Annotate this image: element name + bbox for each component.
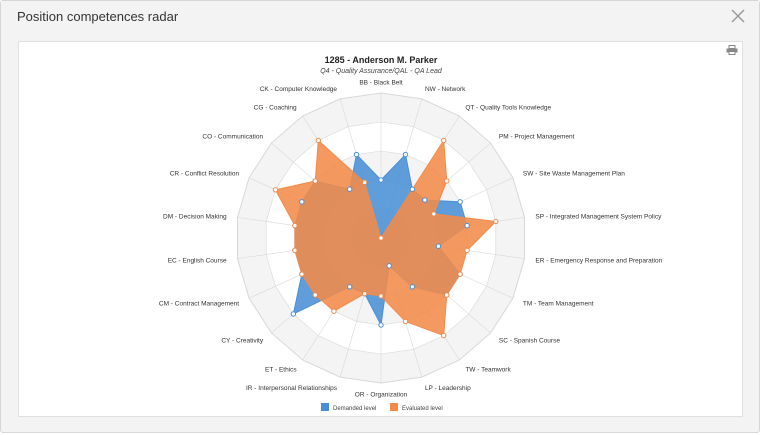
printer-icon[interactable]	[726, 45, 738, 55]
axis-label: SP - Integrated Management System Policy	[535, 213, 662, 220]
point-evaluated[interactable]	[315, 137, 321, 144]
point-evaluated[interactable]	[272, 187, 279, 193]
axis-label: SW - Site Waste Management Plan	[523, 171, 625, 178]
axis-label: CY - Creativity	[221, 338, 264, 345]
point-evaluated[interactable]	[457, 271, 463, 277]
axis-label: PM - Project Management	[499, 133, 575, 140]
point-demanded[interactable]	[346, 186, 353, 192]
point-demanded[interactable]	[290, 311, 297, 317]
point-demanded[interactable]	[409, 284, 416, 290]
axis-label: QT - Quality Tools Knowledge	[465, 104, 551, 111]
axis-label: EC - English Course	[168, 258, 227, 265]
point-evaluated[interactable]	[361, 290, 368, 297]
radar-axis-labels: BB - Black Belt NW - Network QT - Quality …	[159, 80, 663, 399]
axis-label: CM - Contract Management	[159, 300, 239, 307]
point-evaluated[interactable]	[441, 332, 447, 339]
axis-label: IR - Interpersonal Relationships	[246, 385, 338, 392]
axis-label: BB - Black Belt	[359, 80, 403, 87]
legend-swatch-evaluated	[390, 403, 398, 411]
legend-swatch-demanded	[321, 403, 329, 411]
axis-label: LP - Leadership	[425, 385, 471, 392]
dialog-title: Position competences radar	[17, 9, 179, 24]
point-evaluated[interactable]	[361, 179, 368, 186]
point-demanded[interactable]	[409, 186, 416, 192]
point-evaluated[interactable]	[331, 308, 337, 314]
point-demanded[interactable]	[378, 322, 384, 328]
point-evaluated[interactable]	[312, 292, 318, 298]
radar-series	[272, 137, 499, 339]
axis-label: TW - Teamwork	[465, 367, 511, 374]
point-evaluated[interactable]	[402, 318, 409, 325]
dialog-header: Position competences radar	[1, 1, 759, 33]
point-demanded[interactable]	[422, 197, 428, 203]
axis-label: OR - Organization	[355, 392, 408, 399]
point-demanded[interactable]	[299, 199, 305, 205]
axis-label: ET - Ethics	[265, 367, 297, 374]
legend-label-demanded: Demanded level	[333, 406, 376, 412]
chart-panel: 1285 - Anderson M. Parker Q4 - Quality A…	[18, 41, 743, 417]
point-demanded[interactable]	[346, 284, 353, 290]
point-evaluated[interactable]	[444, 292, 450, 298]
axis-label: CG - Coaching	[254, 104, 297, 111]
legend-label-evaluated: Evaluated level	[402, 406, 443, 412]
axis-label: CO - Communication	[202, 133, 263, 140]
point-demanded[interactable]	[435, 243, 442, 249]
point-demanded[interactable]	[353, 151, 360, 158]
point-evaluated[interactable]	[292, 222, 298, 229]
axis-label: TM - Team Management	[523, 300, 594, 307]
axis-label: SC - Spanish Course	[499, 338, 560, 345]
point-evaluated[interactable]	[444, 178, 450, 184]
axis-label: CR - Conflict Resolution	[170, 171, 240, 178]
point-demanded[interactable]	[386, 263, 392, 269]
point-evaluated[interactable]	[431, 211, 437, 217]
point-demanded[interactable]	[457, 199, 463, 205]
point-evaluated[interactable]	[292, 247, 298, 254]
point-evaluated[interactable]	[464, 247, 470, 254]
axis-label: NW - Network	[425, 86, 466, 93]
point-demanded[interactable]	[378, 177, 384, 183]
point-evaluated[interactable]	[299, 271, 305, 277]
point-evaluated[interactable]	[312, 178, 318, 184]
chart-subtitle: Q4 - Quality Assurance/QAL - QA Lead	[320, 68, 443, 75]
point-demanded[interactable]	[464, 222, 470, 229]
axis-label: DM - Decision Making	[163, 213, 227, 220]
chart-legend: Demanded level Evaluated level	[321, 403, 443, 412]
axis-label: ER - Emergency Response and Preparation	[535, 258, 662, 265]
close-icon[interactable]	[729, 7, 747, 25]
point-evaluated[interactable]	[378, 235, 384, 241]
chart-title: 1285 - Anderson M. Parker	[325, 55, 438, 65]
series-area-evaluated	[274, 138, 497, 337]
point-evaluated[interactable]	[378, 293, 384, 299]
point-evaluated[interactable]	[493, 218, 499, 225]
axis-label: CK - Computer Knowledge	[260, 86, 338, 93]
point-demanded[interactable]	[402, 151, 409, 158]
radar-chart: 1285 - Anderson M. Parker Q4 - Quality A…	[159, 55, 663, 412]
point-evaluated[interactable]	[441, 137, 447, 144]
